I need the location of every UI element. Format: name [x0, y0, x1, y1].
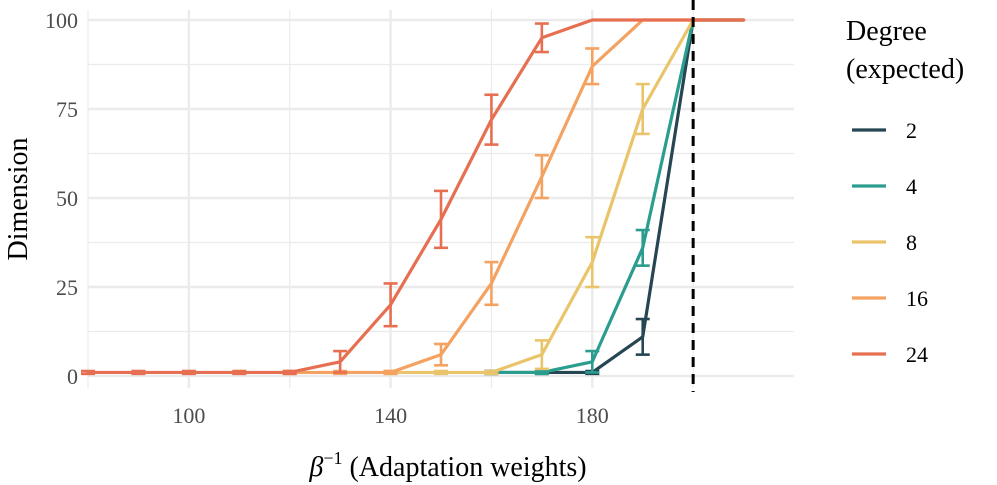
y-tick-label: 50 [56, 186, 78, 211]
legend-item-4: 4 [852, 174, 917, 199]
error-bar [534, 22, 549, 54]
legend-item-16: 16 [852, 286, 928, 311]
legend-label-2: 2 [906, 118, 917, 143]
legend-item-2: 2 [852, 118, 917, 143]
y-tick-label: 25 [56, 275, 78, 300]
error-bar [282, 369, 297, 376]
x-tick-label: 180 [576, 403, 609, 428]
y-tick-label: 75 [56, 97, 78, 122]
legend-label-16: 16 [906, 286, 928, 311]
error-bar [635, 317, 650, 356]
series-line-2 [489, 18, 746, 375]
y-axis-title: Dimension [3, 138, 34, 261]
series-layer [81, 18, 746, 376]
error-bar [434, 342, 448, 367]
error-bar [131, 369, 146, 376]
legend-label-24: 24 [906, 342, 928, 367]
series-line-8 [388, 18, 746, 375]
series-line-16 [288, 18, 746, 375]
error-bar [585, 235, 600, 289]
x-tick-label: 100 [172, 403, 205, 428]
x-axis-title: β−1 (Adaptation weights) [308, 448, 586, 483]
error-bar [585, 47, 600, 86]
error-bar [635, 228, 650, 267]
x-tick-label: 140 [374, 403, 407, 428]
error-bar [484, 369, 499, 376]
x-axis-title-symbol: β [308, 452, 323, 483]
error-bar [383, 369, 398, 376]
error-bar [383, 282, 398, 328]
legend-title-line-1: Degree [846, 16, 927, 47]
error-bar [534, 339, 549, 371]
series-line-4 [489, 18, 746, 375]
error-bar [232, 369, 247, 376]
error-bar [181, 369, 196, 376]
error-bar [635, 82, 650, 136]
error-bar [434, 189, 448, 250]
x-axis-title-exponent: −1 [323, 448, 342, 468]
error-bar [333, 349, 348, 374]
series-line-24 [86, 18, 746, 375]
error-bar [534, 369, 549, 376]
error-bar [484, 93, 499, 146]
error-bar [484, 260, 499, 307]
y-tick-label: 100 [45, 8, 78, 33]
error-bar [534, 153, 549, 200]
error-bar [585, 349, 600, 374]
error-bar [81, 369, 95, 376]
legend-title-line-2: (expected) [846, 54, 964, 85]
y-tick-label: 0 [67, 364, 78, 389]
series-24 [81, 18, 746, 376]
x-axis-title-text: (Adaptation weights) [342, 452, 586, 483]
legend-label-4: 4 [906, 174, 917, 199]
error-bar [434, 369, 448, 376]
legend-label-8: 8 [906, 230, 917, 255]
legend-item-8: 8 [852, 230, 917, 255]
x-axis-ticks: 100 140 180 [172, 403, 608, 428]
y-axis-ticks: 0 25 50 75 100 [45, 8, 78, 389]
legend-item-24: 24 [852, 342, 928, 367]
